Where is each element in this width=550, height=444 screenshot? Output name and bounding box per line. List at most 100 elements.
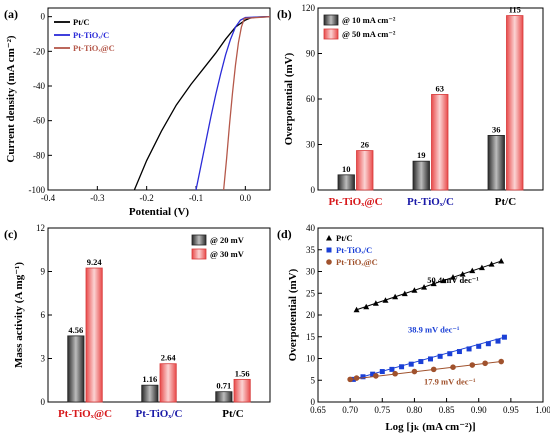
panel-d-point-2	[373, 373, 379, 379]
panel-d-point-2	[392, 370, 398, 377]
panel-d-point-2	[411, 368, 418, 375]
panel-label: (d)	[277, 227, 292, 241]
panel-c-legend-label: @ 20 mV	[210, 235, 245, 245]
panel-d-point-0	[363, 303, 370, 310]
panel-a-ytick-label: -100	[29, 185, 46, 195]
panel-d-ytick-label: 35	[306, 245, 316, 255]
panel-d-point-2	[469, 362, 476, 368]
panel-b-legend-label: @ 50 mA cm⁻²	[342, 29, 396, 39]
panel-b-bar-0	[487, 134, 505, 191]
panel-c-legend-label: @ 30 mV	[210, 249, 245, 259]
panel-d-point-0	[411, 287, 418, 293]
panel-b-bar-0	[412, 160, 430, 191]
panel-c-ytick-label: 12	[36, 223, 45, 233]
panel-d-slope-label: 38.9 mV dec⁻¹	[408, 324, 460, 334]
panel-b-category-label: Pt-TiOₓ@C	[328, 196, 382, 208]
panel-d-slope-label: 50.4 mV dec⁻¹	[427, 275, 479, 285]
panel-c-bar-1	[85, 267, 103, 403]
panel-c-ytick-label: 9	[41, 267, 46, 277]
panel-d-point-1	[408, 361, 414, 367]
panel-d-point-2	[347, 376, 353, 383]
panel-d-ylabel: Overpotential (mV)	[287, 268, 299, 361]
panel-d-point-0	[401, 290, 408, 297]
panel-b-bar-1	[431, 94, 449, 191]
panel-d-point-1	[418, 359, 424, 365]
panel-b-ytick-label: 0	[311, 185, 316, 195]
panel-c-legend-swatch	[191, 234, 207, 246]
panel-d-ytick-label: 15	[306, 332, 316, 342]
panel-d-point-2	[430, 366, 437, 373]
panel-d-xtick-label: 0.70	[342, 405, 358, 415]
panel-d-ytick-label: 25	[306, 288, 316, 298]
panel-d-point-2	[450, 364, 456, 371]
panel-b-bar-1	[506, 15, 524, 191]
panel-d-legend-label: Pt-TiOₓ@C	[336, 257, 378, 267]
panel-b-ytick-label: 120	[302, 3, 316, 13]
panel-c-ytick-label: 3	[41, 354, 46, 364]
panel-d-legend-marker	[326, 259, 332, 265]
panel-a-xlabel: Potential (V)	[129, 206, 190, 218]
panel-d-point-1	[447, 351, 453, 357]
panel-a-xtick-label: 0.0	[240, 193, 252, 203]
panel-d-xtick-label: 0.85	[439, 405, 455, 415]
panel-label: (c)	[4, 227, 17, 241]
panel-b-bar-value-label: 63	[436, 83, 445, 93]
panel-a-plot-frame	[47, 7, 271, 191]
panel-a-ytick-label: 0	[41, 12, 46, 22]
panel-d-legend-marker	[326, 235, 332, 241]
panel-c-bar-0	[141, 384, 159, 403]
panel-c-bar-value-label: 1.16	[142, 374, 157, 384]
panel-c-legend-swatch	[191, 248, 207, 260]
panel-a-ytick-label: -60	[33, 116, 45, 126]
panel-d-point-1	[370, 371, 376, 377]
panel-b-ylabel: Overpotential (mV)	[283, 52, 295, 145]
panel-d-point-2	[498, 358, 505, 365]
panel-b-bar-value-label: 19	[417, 150, 426, 160]
panel-d-point-0	[469, 267, 476, 274]
panel-d-point-1	[501, 334, 507, 340]
panel-d-xtick-label: 0.95	[503, 405, 519, 415]
panel-b-bar-value-label: 115	[509, 5, 521, 15]
panel-b-legend-swatch	[323, 14, 339, 26]
panel-c-ytick-label: 6	[41, 310, 46, 320]
panel-b-ytick-label: 90	[306, 49, 316, 59]
panel-d-point-1	[485, 341, 491, 347]
panel-d-point-1	[428, 356, 433, 362]
panel-d-point-0	[498, 258, 505, 264]
panel-d-point-1	[379, 369, 385, 375]
panel-d-ytick-label: 5	[311, 375, 316, 385]
panel-d-point-0	[430, 280, 437, 287]
panel-d-point-0	[440, 277, 447, 284]
panel-d-ytick-label: 20	[306, 310, 316, 320]
panel-a-ylabel: Current density (mA cm⁻²)	[5, 35, 17, 162]
panel-d-point-1	[495, 338, 501, 344]
panel-d-point-0	[392, 293, 399, 300]
panel-a-legend-label: Pt-TiOₓ@C	[73, 43, 115, 53]
panel-d-point-1	[399, 364, 405, 370]
panel-b-legend-swatch	[323, 28, 339, 40]
panel-d-ytick-label: 10	[306, 354, 316, 364]
panel-d-point-0	[353, 306, 360, 313]
panel-b-category-label: Pt/C	[495, 196, 516, 208]
panel-a-series-line-2	[222, 16, 271, 191]
panel-b-bar-value-label: 10	[342, 164, 351, 174]
panel-a-ytick-label: -40	[33, 81, 45, 91]
panel-d-point-2	[353, 375, 360, 381]
panel-c-bar-1	[159, 363, 177, 403]
panel-d-xtick-label: 0.65	[310, 405, 326, 415]
panel-c-category-label: Pt-TiOₓ/C	[136, 408, 183, 420]
panel-d-point-0	[421, 284, 428, 290]
panel-d-legend-marker	[326, 247, 332, 253]
panel-c-bar-0	[215, 391, 233, 403]
panel-b-ytick-label: 30	[306, 140, 316, 150]
panel-d-point-0	[478, 264, 485, 271]
panel-b-bar-value-label: 36	[492, 124, 501, 134]
panel-a-xtick-label: -0.2	[140, 193, 154, 203]
panel-b-bar-1	[356, 150, 374, 191]
panel-c-bar-value-label: 0.71	[216, 381, 231, 391]
panel-c-category-label: Pt/C	[222, 408, 243, 420]
panel-a-xtick-label: -0.1	[189, 193, 203, 203]
panel-label: (a)	[4, 7, 18, 21]
panel-d-point-1	[476, 343, 482, 349]
panel-b-ytick-label: 60	[306, 94, 316, 104]
